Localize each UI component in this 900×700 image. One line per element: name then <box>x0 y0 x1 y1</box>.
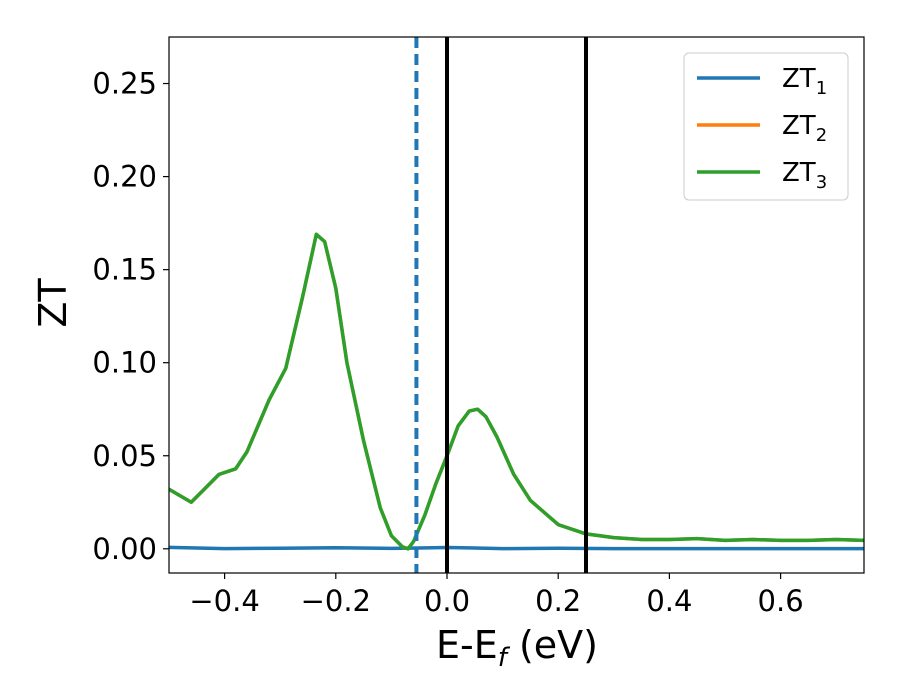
y-tick-label: 0.20 <box>92 160 157 194</box>
y-tick-label: 0.25 <box>92 67 157 101</box>
y-tick-label: 0.00 <box>92 532 157 566</box>
x-axis-title-unit: (eV) <box>507 623 598 667</box>
legend-label-2: ZT2 <box>782 111 827 146</box>
y-axis-title: ZT <box>31 278 75 328</box>
legend-box <box>683 52 849 201</box>
legend-label-1: ZT1 <box>782 64 827 99</box>
x-tick-label: 0.0 <box>424 584 470 618</box>
y-tick-label: 0.15 <box>92 253 157 287</box>
x-tick-label: −0.4 <box>189 584 259 618</box>
x-tick-label: 0.6 <box>758 584 804 618</box>
legend: ZT1 ZT2 ZT3 <box>683 52 849 201</box>
series-line-zt1 <box>169 545 864 551</box>
y-tick-label: 0.05 <box>92 439 157 473</box>
x-tick-label: −0.2 <box>301 584 371 618</box>
x-axis-title: E-Ef (eV) <box>436 623 598 673</box>
y-tick-label: 0.10 <box>92 346 157 380</box>
x-axis-title-base: E-E <box>436 623 498 667</box>
legend-label-3: ZT3 <box>782 158 827 193</box>
series-line-zt3 <box>169 232 864 551</box>
x-tick-label: 0.4 <box>646 584 692 618</box>
plot-frame <box>168 36 865 574</box>
x-tick-label: 0.2 <box>535 584 581 618</box>
